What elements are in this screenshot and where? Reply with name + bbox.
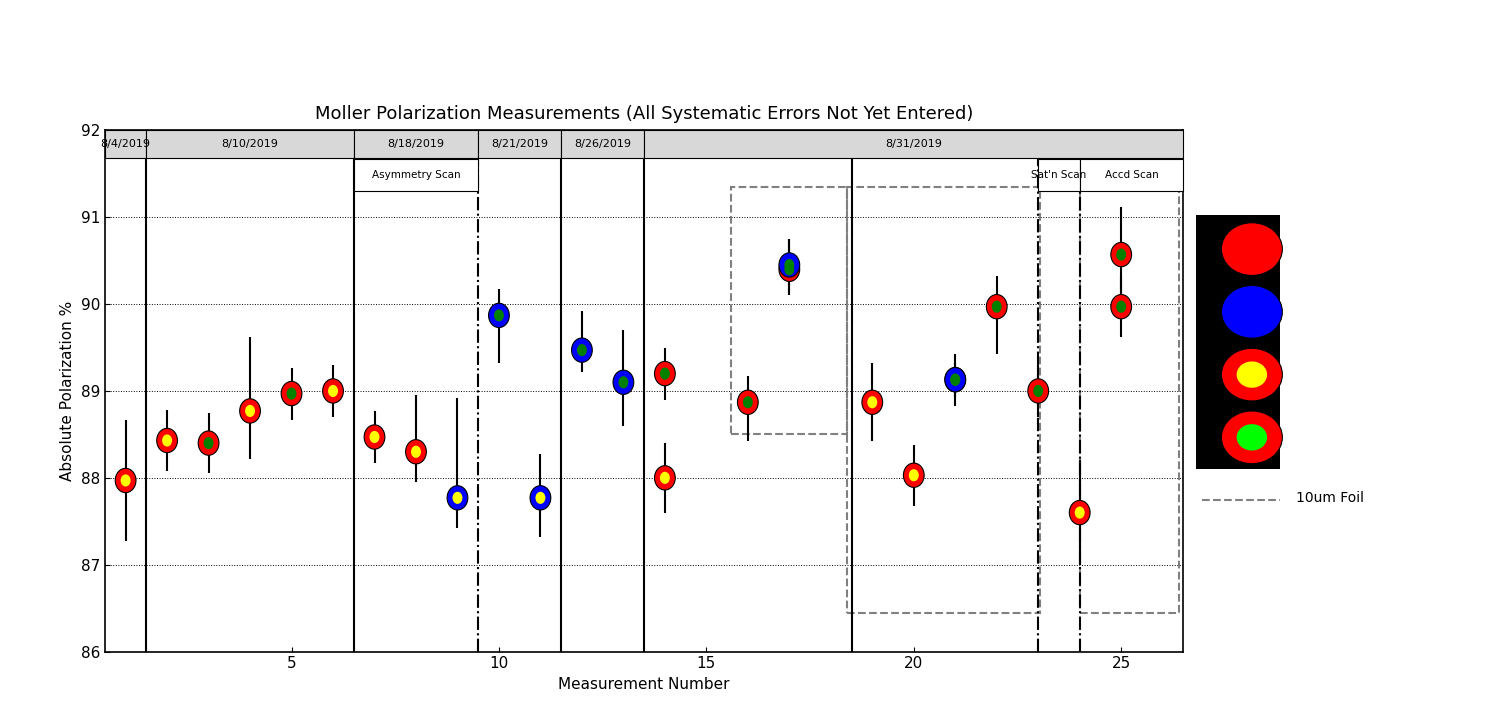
Ellipse shape [1237, 361, 1267, 388]
Ellipse shape [785, 259, 794, 271]
Ellipse shape [945, 368, 966, 392]
Ellipse shape [577, 344, 587, 356]
Text: HWP-OUT: HWP-OUT [1296, 429, 1363, 442]
Ellipse shape [328, 385, 339, 397]
Text: HWP-IN: HWP-IN [1296, 366, 1348, 379]
Ellipse shape [370, 431, 379, 443]
Ellipse shape [1112, 243, 1131, 266]
Ellipse shape [1028, 379, 1049, 403]
Ellipse shape [1237, 424, 1267, 450]
Text: 8/4/2019: 8/4/2019 [100, 139, 151, 149]
Text: 8/21/2019: 8/21/2019 [491, 139, 548, 149]
Ellipse shape [410, 446, 421, 458]
Bar [731, 187, 848, 434]
Ellipse shape [661, 368, 670, 379]
Bar [105, 130, 147, 158]
Ellipse shape [1221, 348, 1282, 401]
Ellipse shape [282, 382, 303, 405]
Text: 8/10/2019: 8/10/2019 [222, 139, 279, 149]
Text: Sat'n Scan: Sat'n Scan [1031, 170, 1086, 180]
Bar [1197, 215, 1279, 281]
Ellipse shape [1112, 295, 1131, 319]
Text: WEIN-LEFT: WEIN-LEFT [1296, 240, 1371, 254]
Ellipse shape [488, 303, 509, 327]
Ellipse shape [198, 431, 219, 455]
Ellipse shape [1116, 248, 1126, 261]
Ellipse shape [655, 361, 676, 386]
Ellipse shape [661, 472, 670, 484]
Bar [848, 187, 1040, 613]
Bar [478, 130, 562, 158]
Ellipse shape [452, 492, 463, 504]
Ellipse shape [1074, 507, 1085, 518]
Ellipse shape [162, 434, 172, 447]
Bar [1197, 403, 1279, 469]
Bar [147, 130, 354, 158]
Bar [562, 130, 644, 158]
Ellipse shape [1034, 385, 1043, 397]
Text: Asymmetry Scan: Asymmetry Scan [372, 170, 460, 180]
Ellipse shape [406, 439, 427, 464]
Ellipse shape [530, 486, 551, 510]
Ellipse shape [446, 486, 467, 510]
Text: Accd Scan: Accd Scan [1104, 170, 1158, 180]
Text: 8/26/2019: 8/26/2019 [574, 139, 631, 149]
Bar [354, 159, 478, 191]
Ellipse shape [364, 425, 385, 449]
Ellipse shape [655, 466, 676, 490]
Ellipse shape [286, 387, 297, 400]
Text: WEIN-RIGHT: WEIN-RIGHT [1296, 303, 1381, 317]
Ellipse shape [204, 437, 214, 449]
Ellipse shape [322, 379, 343, 403]
Ellipse shape [1237, 236, 1267, 262]
Ellipse shape [950, 374, 960, 386]
Ellipse shape [779, 257, 800, 282]
Ellipse shape [1221, 223, 1282, 275]
Ellipse shape [121, 474, 130, 487]
Ellipse shape [861, 390, 882, 414]
Ellipse shape [945, 368, 966, 392]
Bar [644, 130, 1183, 158]
Bar [1080, 159, 1183, 191]
Bar [354, 130, 478, 158]
Ellipse shape [950, 374, 960, 386]
Ellipse shape [157, 429, 177, 452]
X-axis label: Measurement Number: Measurement Number [559, 677, 730, 692]
Ellipse shape [1221, 285, 1282, 338]
Ellipse shape [903, 463, 924, 487]
Ellipse shape [1221, 411, 1282, 463]
Ellipse shape [572, 338, 592, 362]
Text: 8/31/2019: 8/31/2019 [885, 139, 942, 149]
Bar [1080, 187, 1179, 613]
Bar [1038, 159, 1080, 191]
Ellipse shape [115, 468, 136, 492]
Ellipse shape [246, 405, 255, 417]
Ellipse shape [986, 295, 1007, 319]
Ellipse shape [992, 300, 1002, 313]
Ellipse shape [1116, 300, 1126, 313]
Ellipse shape [785, 264, 794, 275]
Ellipse shape [613, 370, 634, 395]
Ellipse shape [909, 469, 918, 481]
Ellipse shape [494, 309, 503, 321]
Ellipse shape [1237, 299, 1267, 325]
Text: 8/18/2019: 8/18/2019 [388, 139, 445, 149]
Ellipse shape [737, 390, 758, 414]
Y-axis label: Absolute Polarization %: Absolute Polarization % [60, 301, 75, 481]
Ellipse shape [867, 396, 878, 408]
Bar [1197, 278, 1279, 344]
Ellipse shape [1070, 500, 1091, 525]
Title: Moller Polarization Measurements (All Systematic Errors Not Yet Entered): Moller Polarization Measurements (All Sy… [315, 105, 974, 123]
Ellipse shape [535, 492, 545, 504]
Bar [1197, 341, 1279, 407]
Ellipse shape [779, 253, 800, 277]
Text: 10um Foil: 10um Foil [1296, 491, 1365, 505]
Ellipse shape [743, 396, 753, 408]
Ellipse shape [240, 399, 261, 423]
Ellipse shape [619, 376, 628, 388]
